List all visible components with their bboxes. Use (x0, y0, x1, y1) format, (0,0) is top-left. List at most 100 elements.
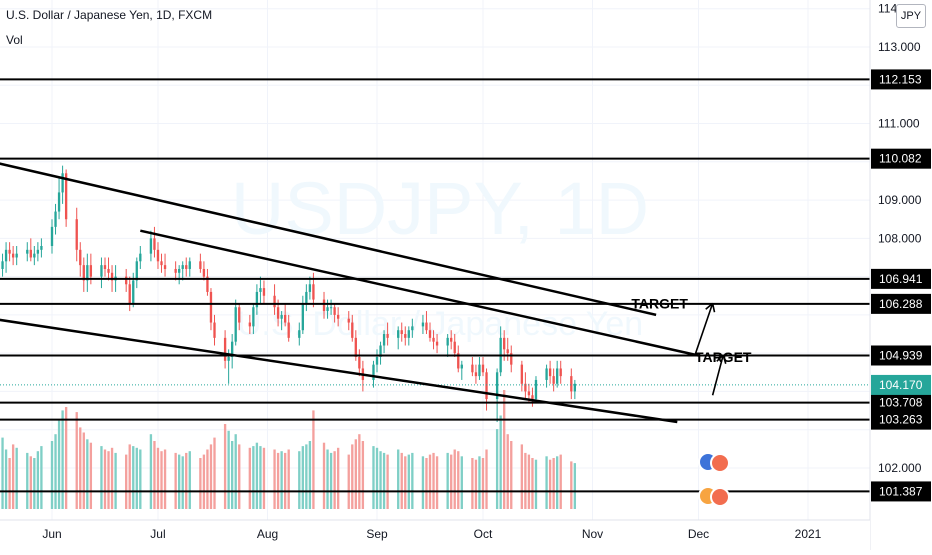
volume-bar (100, 446, 103, 509)
candle-body (259, 288, 262, 292)
candle-body (163, 265, 167, 269)
watermark-symbol: USDJPY, 1D (231, 167, 649, 250)
volume-bar (50, 441, 54, 509)
target-arrow (694, 303, 714, 356)
volume-bar (453, 449, 456, 509)
candle-body (407, 330, 410, 338)
candle-body (64, 173, 68, 220)
candle-body (397, 330, 400, 338)
volume-bar (64, 407, 68, 509)
candle-body (234, 307, 237, 342)
volume-bar (495, 429, 499, 509)
trendline (140, 229, 699, 357)
volume-bar (86, 439, 89, 509)
volume-bar (139, 449, 142, 509)
candle-body (202, 268, 206, 277)
candle-body (255, 291, 259, 308)
time-axis[interactable]: Jun Jul Aug Sep Oct Nov Dec 2021 (0, 519, 870, 550)
target-label: TARGET (631, 295, 688, 311)
volume-bar (545, 456, 548, 509)
time-tick-label: Oct (474, 527, 493, 541)
level-price-tag (871, 268, 931, 289)
volume-bar (305, 444, 308, 509)
volume-bar (61, 410, 64, 509)
candle-body (185, 265, 188, 269)
volume-bar (329, 452, 333, 509)
volume-bar (178, 454, 181, 509)
candle-body (54, 211, 57, 227)
volume-bar (252, 446, 255, 509)
candle-body (372, 364, 375, 380)
candle-body (57, 192, 61, 212)
candle-body (79, 249, 82, 266)
price-tick-label: 111.000 (878, 117, 920, 131)
price-axis[interactable]: 102.000108.000109.000111.000113.000114.0… (869, 0, 932, 550)
volume-bar (336, 447, 340, 509)
candle-body (559, 368, 562, 377)
chart-title: U.S. Dollar / Japanese Yen, 1D, FXCM (6, 8, 213, 22)
volume-bar (474, 459, 478, 509)
candle-body (329, 307, 333, 309)
candle-body (153, 238, 156, 250)
trendline (0, 162, 657, 317)
volume-bar (107, 451, 110, 509)
candle-body (86, 265, 89, 281)
candle-body (61, 173, 64, 193)
target-arrow-head (711, 303, 716, 313)
candle-body (238, 307, 241, 323)
candle-body (4, 249, 8, 262)
candle-body (556, 368, 559, 384)
current-price-tag (871, 374, 931, 395)
currency-tag[interactable]: JPY (896, 4, 926, 28)
volume-bar (26, 452, 29, 509)
candle-body (149, 238, 153, 254)
candle-body (103, 265, 107, 269)
candle-body (358, 356, 361, 369)
volume-bar (478, 456, 481, 509)
level-price-tag (871, 293, 931, 314)
volume-bar (163, 449, 167, 509)
volume-bar (301, 446, 304, 509)
candle-body (174, 268, 177, 273)
volume-bar (400, 452, 403, 509)
candle-body (545, 368, 548, 380)
volume-bar (54, 434, 57, 509)
volume-bar (273, 449, 276, 509)
time-tick-label: 2021 (795, 527, 822, 541)
volume-bar (534, 459, 538, 509)
candle-body (573, 383, 577, 392)
volume-bar (89, 442, 93, 509)
volume-bar (110, 447, 114, 509)
candle-body (474, 372, 478, 377)
candle-body (404, 334, 407, 338)
volume-bar (114, 452, 117, 509)
volume-bar (36, 451, 40, 509)
candle-body (432, 337, 435, 342)
volume-bar (82, 432, 85, 509)
time-tick-label: Sep (366, 527, 388, 541)
volume-bar (15, 447, 18, 509)
volume-bar (382, 452, 386, 509)
candle-body (209, 291, 213, 323)
volume-bar (503, 390, 506, 509)
volume-bar (531, 458, 534, 509)
volume-bar (1, 437, 4, 509)
candle-body (382, 334, 386, 346)
candle-body (460, 364, 463, 369)
candle-body (128, 284, 131, 304)
level-price-label: 112.153 (879, 72, 922, 86)
price-tick-label: 113.000 (878, 40, 921, 54)
candle-body (481, 364, 485, 373)
candle-body (107, 268, 110, 273)
candle-body (11, 253, 15, 258)
price-tick-label: 109.000 (878, 193, 922, 207)
candle-body (450, 337, 453, 342)
volume-bar (524, 452, 527, 509)
volume-bar (471, 458, 474, 509)
candle-body (160, 261, 163, 266)
candle-body (82, 265, 85, 281)
candle-body (336, 314, 340, 319)
candle-body (110, 272, 114, 281)
